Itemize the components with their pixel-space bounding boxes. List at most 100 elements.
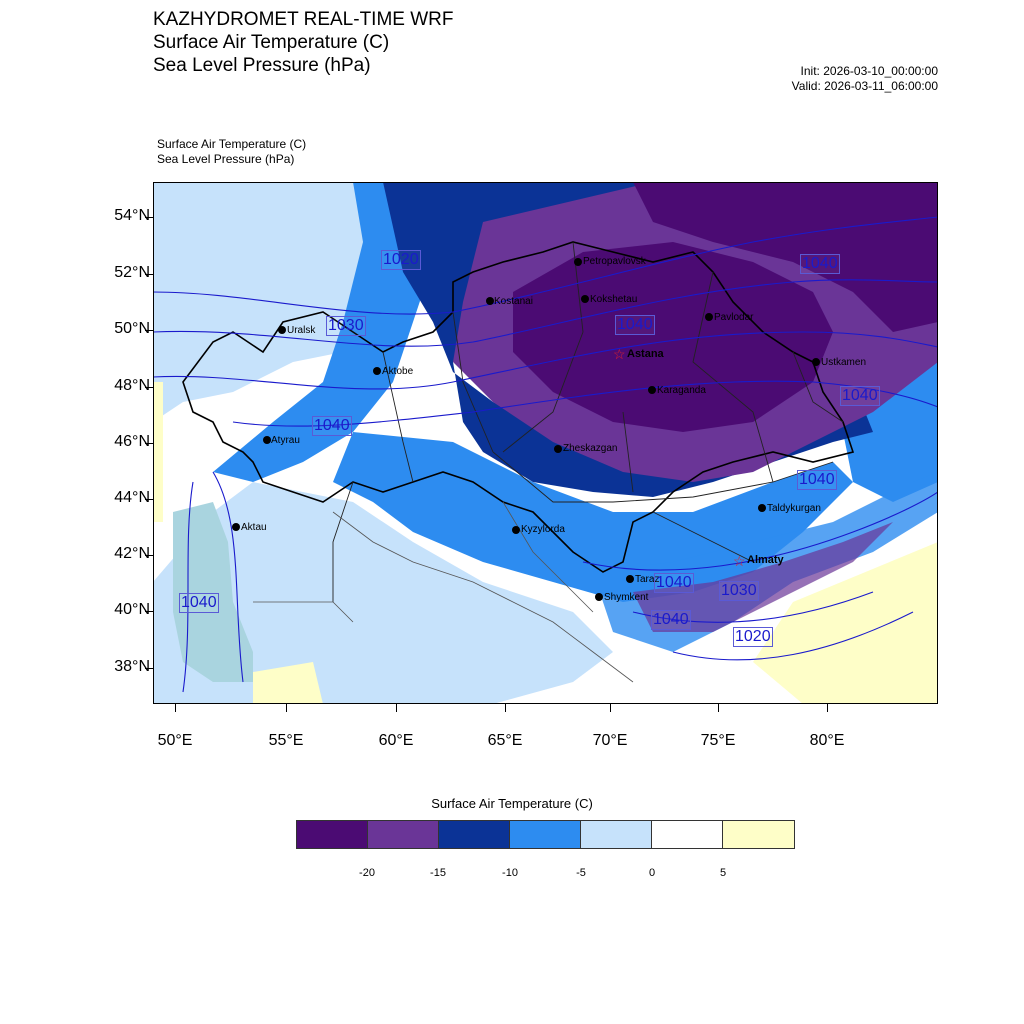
city-label-uralsk: Uralsk xyxy=(287,325,316,336)
lon-label-55: 55°E xyxy=(268,732,304,749)
temp-zone-minus5-to-minus10-west xyxy=(213,182,453,482)
lon-tick xyxy=(396,704,397,712)
lon-tick xyxy=(175,704,176,712)
isobar-label-1040: 1040 xyxy=(840,386,880,406)
colorbar-label: -10 xyxy=(502,867,518,879)
temp-zone-below-minus20-center xyxy=(513,242,833,432)
colorbar xyxy=(296,820,795,849)
colorbar-label: 5 xyxy=(719,867,727,879)
country-border-kazakhstan xyxy=(182,241,855,573)
isobar-label-1020: 1020 xyxy=(733,627,773,647)
colorbar-swatch xyxy=(297,821,368,848)
city-label-kokshetau: Kokshetau xyxy=(590,294,638,305)
lon-tick xyxy=(610,704,611,712)
isobar-label-1040: 1040 xyxy=(800,254,840,274)
lat-tick xyxy=(145,217,153,218)
city-dot-uralsk xyxy=(278,326,286,334)
init-time: Init: 2026-03-10_00:00:00 xyxy=(800,64,938,78)
lat-tick xyxy=(145,274,153,275)
city-label-karaganda: Karaganda xyxy=(657,385,706,396)
isobar-label-1040: 1040 xyxy=(179,593,219,613)
lat-tick xyxy=(145,668,153,669)
city-label-pavlodar: Pavlodar xyxy=(714,312,754,323)
isobar-label-1040: 1040 xyxy=(654,573,694,593)
lon-tick xyxy=(286,704,287,712)
lon-tick xyxy=(505,704,506,712)
lat-tick xyxy=(145,330,153,331)
subtitle-line-1: Surface Air Temperature (C) xyxy=(157,137,307,151)
city-dot-kostanai xyxy=(486,297,494,305)
title-line-1: KAZHYDROMET REAL-TIME WRF xyxy=(153,9,454,30)
lat-label-52: 52°N xyxy=(114,264,150,281)
temp-zone-above-5-southeast xyxy=(753,542,938,704)
temperature-map xyxy=(153,182,938,704)
city-label-kyzylorda: Kyzylorda xyxy=(521,524,565,535)
isobar-label-1040: 1040 xyxy=(615,315,655,335)
valid-time: Valid: 2026-03-11_06:00:00 xyxy=(791,79,938,93)
colorbar-swatch xyxy=(510,821,581,848)
colorbar-label: -5 xyxy=(576,867,586,879)
city-label-taldykurgan: Taldykurgan xyxy=(767,503,821,514)
lon-tick xyxy=(827,704,828,712)
city-label-astana: Astana xyxy=(627,348,664,360)
lat-tick xyxy=(145,443,153,444)
lat-label-40: 40°N xyxy=(114,601,150,618)
lon-tick xyxy=(718,704,719,712)
city-dot-zheskazgan xyxy=(554,445,562,453)
city-label-atyrau: Atyrau xyxy=(271,435,300,446)
lat-label-38: 38°N xyxy=(114,658,150,675)
colorbar-swatch xyxy=(439,821,510,848)
lat-label-54: 54°N xyxy=(114,207,150,224)
title-line-3: Sea Level Pressure (hPa) xyxy=(153,55,371,76)
map-svg xyxy=(153,182,938,704)
colorbar-swatch xyxy=(581,821,652,848)
region-borders xyxy=(332,241,844,602)
city-label-aktobe: Aktobe xyxy=(382,366,414,377)
lon-label-60: 60°E xyxy=(378,732,414,749)
lat-label-50: 50°N xyxy=(114,320,150,337)
temp-zone-above-5-sw xyxy=(253,662,323,704)
temp-zone-above-5-west xyxy=(153,382,163,522)
colorbar-label: -20 xyxy=(359,867,375,879)
time-info: Init: 2026-03-10_00:00:00 Valid: 2026-03… xyxy=(792,64,938,94)
lon-label-65: 65°E xyxy=(487,732,523,749)
city-dot-aktobe xyxy=(373,367,381,375)
city-label-shymkent: Shymkent xyxy=(604,592,649,603)
city-dot-atyrau xyxy=(263,436,271,444)
city-dot-taldykurgan xyxy=(758,504,766,512)
lat-tick xyxy=(145,611,153,612)
lat-label-44: 44°N xyxy=(114,489,150,506)
title-line-2: Surface Air Temperature (C) xyxy=(153,32,390,53)
city-dot-kokshetau xyxy=(581,295,589,303)
temp-zone-below-minus20-ne xyxy=(633,182,938,332)
city-label-zheskazgan: Zheskazgan xyxy=(563,443,618,454)
lat-tick xyxy=(145,387,153,388)
isobar-label-1040: 1040 xyxy=(651,610,691,630)
city-label-ustkamen: Ustkamen xyxy=(821,357,867,368)
city-dot-ustkamen xyxy=(812,358,820,366)
colorbar-label: -15 xyxy=(430,867,446,879)
caspian-sea xyxy=(173,502,253,682)
isobar-label-1030: 1030 xyxy=(326,316,366,336)
city-label-almaty: Almaty xyxy=(747,554,784,566)
isobar-label-1030: 1030 xyxy=(719,581,759,601)
city-label-taraz: Taraz xyxy=(635,574,660,585)
colorbar-swatch xyxy=(723,821,794,848)
city-dot-petropavlovsk xyxy=(574,258,582,266)
lon-label-75: 75°E xyxy=(700,732,736,749)
colorbar-title: Surface Air Temperature (C) xyxy=(431,796,593,811)
city-label-petropavlovsk: Petropavlovsk xyxy=(583,256,646,267)
lat-label-42: 42°N xyxy=(114,545,150,562)
main-title: KAZHYDROMET REAL-TIME WRF Surface Air Te… xyxy=(153,8,454,77)
almaty-star-icon: ☆ xyxy=(733,553,746,569)
isobar-label-1040: 1040 xyxy=(312,416,352,436)
mountain-cold-zone-2 xyxy=(633,522,893,632)
capital-star-icon: ☆ xyxy=(613,346,626,362)
map-subtitle: Surface Air Temperature (C) Sea Level Pr… xyxy=(157,137,306,167)
city-dot-aktau xyxy=(232,523,240,531)
lon-label-70: 70°E xyxy=(592,732,628,749)
city-dot-shymkent xyxy=(595,593,603,601)
city-label-aktau: Aktau xyxy=(241,522,267,533)
lon-label-50: 50°E xyxy=(157,732,193,749)
colorbar-swatch xyxy=(368,821,439,848)
